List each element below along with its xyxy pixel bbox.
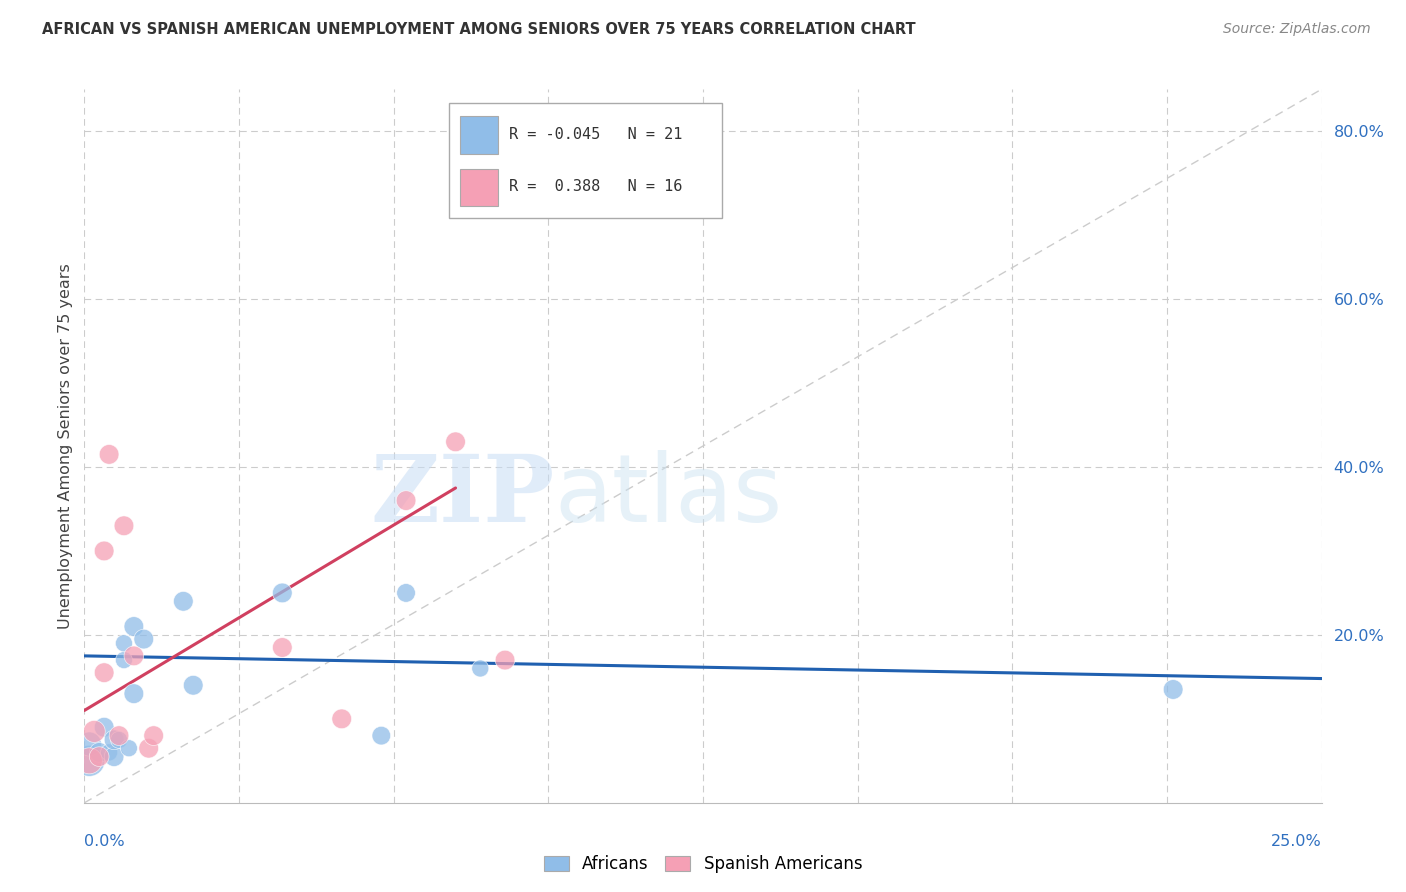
Point [93, 665, 115, 680]
Text: 25.0%: 25.0% [1271, 834, 1322, 849]
Point [132, 632, 155, 646]
Point [142, 729, 165, 743]
Point [1161, 682, 1184, 697]
Point [138, 741, 160, 756]
Point [494, 653, 516, 667]
Point [122, 619, 145, 633]
Point [271, 640, 294, 655]
Point [89, 746, 111, 760]
Point [112, 636, 135, 650]
Bar [460, 116, 498, 153]
Text: R = -0.045   N = 21: R = -0.045 N = 21 [509, 128, 683, 143]
Text: atlas: atlas [554, 450, 783, 542]
Legend: Africans, Spanish Americans: Africans, Spanish Americans [537, 849, 869, 880]
Point [79, 737, 101, 751]
Y-axis label: Unemployment Among Seniors over 75 years: Unemployment Among Seniors over 75 years [58, 263, 73, 629]
Point [98, 447, 121, 461]
Point [93, 720, 115, 734]
Text: 0.0%: 0.0% [84, 834, 125, 849]
Point [83, 724, 105, 739]
Point [108, 729, 131, 743]
Point [89, 749, 111, 764]
Text: AFRICAN VS SPANISH AMERICAN UNEMPLOYMENT AMONG SENIORS OVER 75 YEARS CORRELATION: AFRICAN VS SPANISH AMERICAN UNEMPLOYMENT… [42, 22, 915, 37]
Point [103, 732, 125, 747]
Point [93, 544, 115, 558]
Point [98, 746, 121, 760]
Bar [460, 169, 498, 206]
Text: Source: ZipAtlas.com: Source: ZipAtlas.com [1223, 22, 1371, 37]
Point [103, 749, 125, 764]
Point [118, 741, 141, 756]
Point [108, 732, 131, 747]
Point [122, 687, 145, 701]
Point [444, 434, 467, 449]
Point [79, 754, 101, 768]
Point [112, 653, 135, 667]
Point [470, 661, 492, 675]
Point [271, 586, 294, 600]
Point [395, 586, 418, 600]
Point [330, 712, 353, 726]
Text: ZIP: ZIP [370, 451, 554, 541]
FancyBboxPatch shape [450, 103, 721, 218]
Point [112, 518, 135, 533]
Text: R =  0.388   N = 16: R = 0.388 N = 16 [509, 179, 683, 194]
Point [395, 493, 418, 508]
Point [122, 648, 145, 663]
Point [370, 729, 392, 743]
Point [79, 754, 101, 768]
Point [172, 594, 194, 608]
Point [181, 678, 204, 692]
